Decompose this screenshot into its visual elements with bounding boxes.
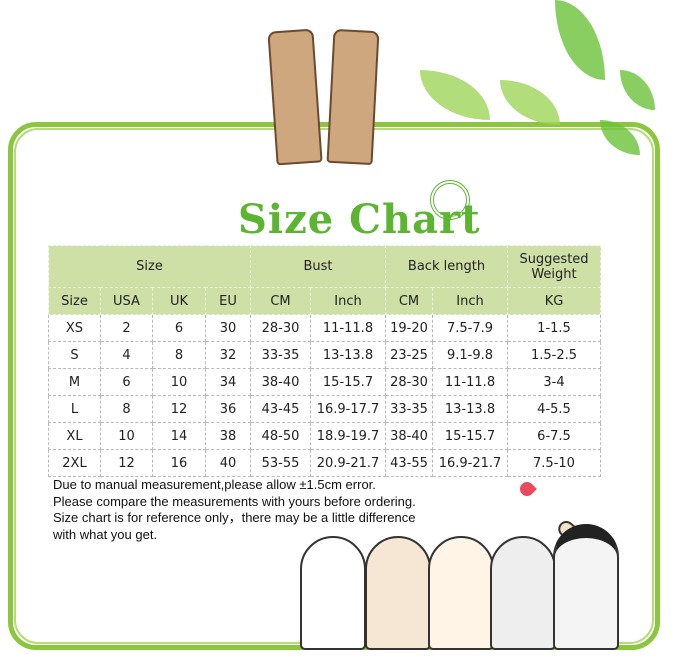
table-cell: 32 <box>205 341 251 369</box>
table-cell: M <box>48 368 101 396</box>
table-cell: 16.9-17.7 <box>310 395 386 423</box>
column-header: USA <box>100 287 153 315</box>
table-cell: 18.9-19.7 <box>310 422 386 450</box>
table-cell: XS <box>48 314 101 342</box>
cat-illustration <box>428 536 494 650</box>
table-cell: 10 <box>152 368 206 396</box>
note-line: Size chart is for reference only，there m… <box>53 510 416 525</box>
table-cell: 38 <box>205 422 251 450</box>
note-line: with what you get. <box>53 526 158 542</box>
column-header: CM <box>250 287 311 315</box>
size-table: Size Bust Back length Suggested Weight S… <box>48 245 601 477</box>
column-header: CM <box>385 287 433 315</box>
table-cell: 7.5-10 <box>507 449 601 477</box>
table-cell: 4 <box>100 341 153 369</box>
leaf-decoration <box>500 80 560 125</box>
table-cell: 13-13.8 <box>310 341 386 369</box>
table-row: S 4 8 32 33-35 13-13.8 23-25 9.1-9.8 1.5-2.5 <box>48 341 601 369</box>
table-row: XS 2 6 30 28-30 11-11.8 19-20 7.5-7.9 1-1.5 <box>48 314 601 342</box>
group-header: Bust <box>250 245 386 288</box>
table-cell: 6 <box>152 314 206 342</box>
table-cell: 16.9-21.7 <box>432 449 508 477</box>
table-cell: 36 <box>205 395 251 423</box>
table-cell: 9.1-9.8 <box>432 341 508 369</box>
table-cell: 3-4 <box>507 368 601 396</box>
cat-illustration <box>300 536 366 650</box>
table-cell: 38-40 <box>250 368 311 396</box>
table-cell: 48-50 <box>250 422 311 450</box>
group-header: Suggested Weight <box>507 245 601 288</box>
notes: Due to manual measurement,please allow ±… <box>53 477 416 543</box>
table-cell: 4-5.5 <box>507 395 601 423</box>
table-cell: 20.9-21.7 <box>310 449 386 477</box>
table-cell: 2 <box>100 314 153 342</box>
leaf-decoration <box>420 70 490 120</box>
table-cell: 28-30 <box>385 368 433 396</box>
table-cell: 7.5-7.9 <box>432 314 508 342</box>
table-cell: L <box>48 395 101 423</box>
table-cell: S <box>48 341 101 369</box>
table-row: M 6 10 34 38-40 15-15.7 28-30 11-11.8 3-4 <box>48 368 601 396</box>
table-cell: 34 <box>205 368 251 396</box>
table-cell: 11-11.8 <box>432 368 508 396</box>
column-header: Size <box>48 287 101 315</box>
column-header: EU <box>205 287 251 315</box>
cat-illustration <box>553 524 619 650</box>
table-cell: 12 <box>100 449 153 477</box>
table-cell: 33-35 <box>385 395 433 423</box>
note-line: Due to manual measurement,please allow ±… <box>53 477 376 492</box>
note-line: Please compare the measurements with you… <box>53 493 416 509</box>
leaf-decoration <box>555 0 605 80</box>
leaf-decoration <box>620 70 655 110</box>
table-cell: 15-15.7 <box>432 422 508 450</box>
table-cell: 19-20 <box>385 314 433 342</box>
column-header: KG <box>507 287 601 315</box>
table-cell: 8 <box>152 341 206 369</box>
table-cell: 6-7.5 <box>507 422 601 450</box>
group-header: Size <box>48 245 251 288</box>
group-header: Back length <box>385 245 508 288</box>
table-cell: 2XL <box>48 449 101 477</box>
table-row: L 8 12 36 43-45 16.9-17.7 33-35 13-13.8 4-5.5 <box>48 395 601 423</box>
table-cell: 30 <box>205 314 251 342</box>
table-row: 2XL 12 16 40 53-55 20.9-21.7 43-55 16.9-21.7 7.5… <box>48 449 601 477</box>
table-cell: 23-25 <box>385 341 433 369</box>
clip-decoration <box>267 28 323 166</box>
table-cell: 33-35 <box>250 341 311 369</box>
table-cell: 15-15.7 <box>310 368 386 396</box>
table-cell: 16 <box>152 449 206 477</box>
table-cell: 43-45 <box>250 395 311 423</box>
spiral-icon <box>430 180 470 220</box>
cat-illustration <box>365 536 431 650</box>
table-row: XL 10 14 38 48-50 18.9-19.7 38-40 15-15.7 6-7.5 <box>48 422 601 450</box>
clip-decoration <box>326 28 380 166</box>
table-cell: 40 <box>205 449 251 477</box>
table-cell: 14 <box>152 422 206 450</box>
table-cell: 12 <box>152 395 206 423</box>
table-cell: 28-30 <box>250 314 311 342</box>
table-cell: 38-40 <box>385 422 433 450</box>
table-cell: 10 <box>100 422 153 450</box>
column-header: UK <box>152 287 206 315</box>
table-cell: 8 <box>100 395 153 423</box>
table-cell: 1.5-2.5 <box>507 341 601 369</box>
table-cell: 53-55 <box>250 449 311 477</box>
column-header: Inch <box>432 287 508 315</box>
table-cell: 13-13.8 <box>432 395 508 423</box>
table-cell: 6 <box>100 368 153 396</box>
table-cell: XL <box>48 422 101 450</box>
column-header: Inch <box>310 287 386 315</box>
table-cell: 11-11.8 <box>310 314 386 342</box>
cat-illustration <box>490 536 556 650</box>
table-cell: 43-55 <box>385 449 433 477</box>
table-cell: 1-1.5 <box>507 314 601 342</box>
